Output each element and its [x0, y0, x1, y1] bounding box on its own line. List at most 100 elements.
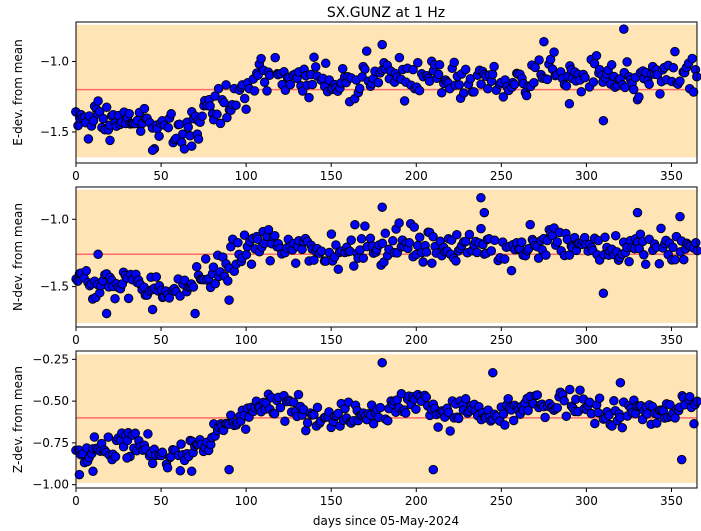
data-point [101, 102, 112, 113]
data-point [687, 53, 697, 64]
data-point [83, 134, 94, 144]
data-point [676, 454, 687, 465]
data-point [559, 396, 569, 406]
x-tick-label: 100 [235, 494, 258, 508]
data-point [183, 122, 193, 132]
data-point [651, 418, 662, 428]
data-point [151, 272, 162, 282]
data-point [333, 264, 344, 275]
data-point [414, 232, 425, 243]
data-point [356, 234, 367, 244]
data-point [186, 466, 197, 477]
data-point [451, 256, 461, 266]
x-tick-label: 150 [320, 494, 343, 508]
data-point [564, 99, 575, 109]
data-point [176, 439, 186, 449]
data-point [316, 246, 327, 256]
data-point [270, 52, 280, 63]
data-point [428, 464, 439, 475]
data-point [453, 413, 464, 424]
data-point [312, 402, 323, 413]
data-point [360, 221, 370, 231]
data-point [88, 116, 99, 126]
data-point [190, 308, 200, 319]
data-point [360, 64, 370, 74]
data-point [542, 74, 553, 85]
data-point [532, 390, 543, 400]
data-point [684, 391, 695, 402]
data-point [549, 47, 559, 57]
data-point [275, 402, 286, 413]
data-point [644, 79, 654, 90]
data-point [280, 416, 290, 427]
data-point [399, 96, 410, 106]
data-point [476, 193, 486, 203]
data-point [594, 393, 605, 403]
data-point [377, 357, 387, 368]
data-point [561, 81, 572, 91]
data-point [552, 403, 563, 413]
data-point [163, 122, 174, 133]
data-point [449, 57, 459, 68]
data-point [476, 223, 486, 234]
data-point [469, 87, 479, 97]
chart-title: SX.GUNZ at 1 Hz [327, 5, 445, 21]
data-point [193, 134, 204, 144]
data-point [139, 103, 150, 114]
data-point [404, 238, 415, 248]
data-point [110, 451, 121, 462]
data-point [377, 238, 388, 249]
data-point [464, 229, 475, 240]
data-point [552, 237, 563, 247]
y-tick-label: −1.5 [40, 280, 69, 294]
data-point [525, 219, 535, 230]
data-point [239, 93, 250, 104]
data-point [349, 261, 359, 271]
data-point [368, 419, 379, 429]
data-point [147, 145, 158, 156]
y-axis-label: E-dev. from mean [11, 39, 25, 145]
data-point [241, 249, 252, 260]
data-point [561, 411, 572, 421]
data-point [130, 428, 141, 439]
data-point [434, 60, 445, 70]
data-point [459, 88, 469, 98]
x-tick-label: 250 [490, 333, 513, 347]
x-tick-label: 250 [490, 494, 513, 508]
data-point [309, 52, 319, 62]
data-point [460, 64, 471, 75]
data-point [409, 222, 419, 232]
x-tick-label: 0 [72, 333, 80, 347]
data-point [445, 426, 455, 436]
data-point [93, 96, 103, 106]
data-point [307, 79, 318, 90]
data-point [460, 394, 471, 404]
data-point [265, 256, 275, 266]
x-tick-label: 100 [235, 333, 258, 347]
data-point [575, 385, 585, 395]
data-point [665, 399, 675, 410]
data-point [293, 389, 304, 400]
data-point [249, 86, 260, 96]
y-axis-label: Z-dev. from mean [11, 366, 25, 473]
data-point [640, 259, 651, 270]
data-point [301, 425, 311, 436]
x-tick-label: 100 [235, 169, 258, 183]
data-point [135, 126, 146, 137]
data-point [98, 113, 108, 124]
data-point [240, 424, 251, 434]
data-point [628, 84, 639, 95]
x-tick-label: 350 [660, 169, 683, 183]
data-point [358, 253, 369, 263]
panel-e: −1.5 −1.0 0 50 100 150 200 250 300 350 E-dev. from… [11, 21, 701, 183]
x-axis-label: days since 05-May-2024 [313, 514, 459, 528]
data-point [433, 422, 443, 432]
data-point [157, 447, 168, 458]
data-point [427, 258, 437, 268]
data-point [309, 255, 319, 265]
data-point [486, 246, 497, 256]
data-point [508, 415, 519, 426]
data-point [668, 63, 679, 73]
data-point [346, 235, 356, 245]
data-point [691, 237, 701, 248]
